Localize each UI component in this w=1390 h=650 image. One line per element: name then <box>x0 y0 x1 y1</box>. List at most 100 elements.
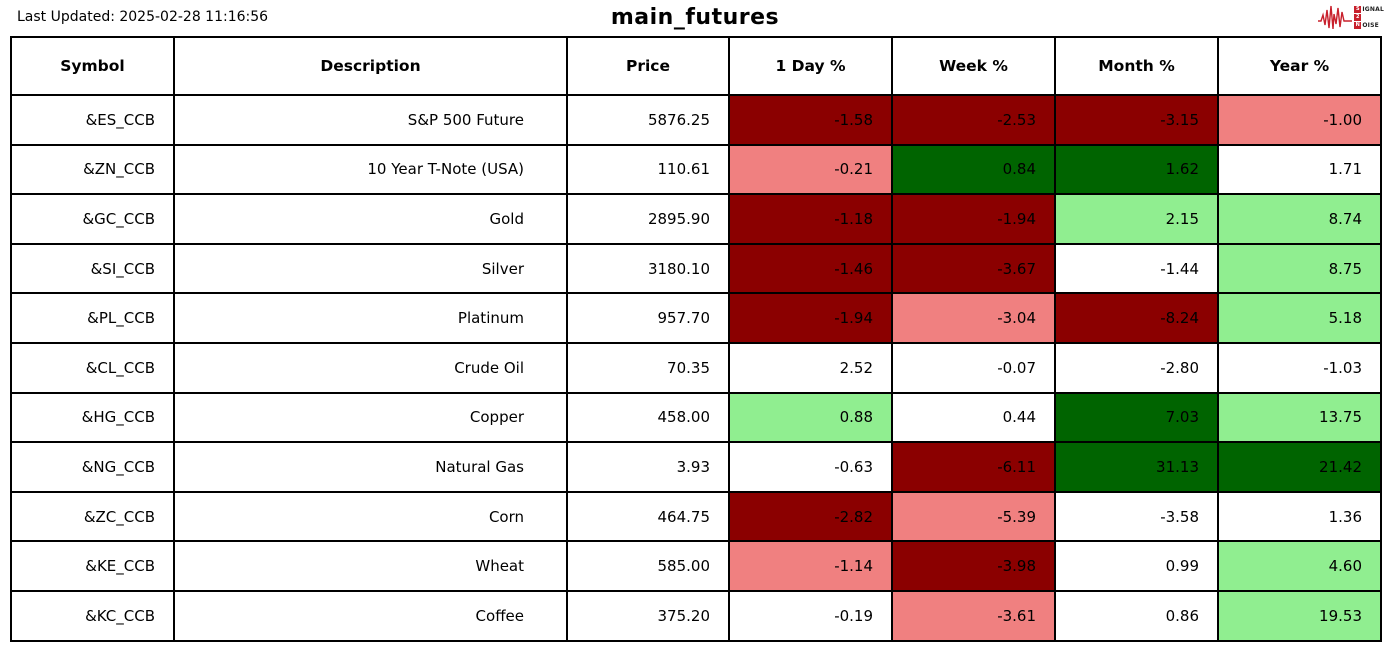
column-header-1-day: 1 Day % <box>728 36 893 96</box>
description-cell: Corn <box>173 490 568 543</box>
day-pct-cell: 2.52 <box>728 341 893 394</box>
day-pct-cell: -1.46 <box>728 242 893 295</box>
day-pct-cell: 0.88 <box>728 391 893 444</box>
week-pct-cell: -3.67 <box>891 242 1056 295</box>
column-header-month: Month % <box>1054 36 1219 96</box>
symbol-cell: &ES_CCB <box>10 94 175 146</box>
year-pct-cell: 19.53 <box>1217 589 1382 642</box>
column-header-symbol: Symbol <box>10 36 175 96</box>
column-header-description: Description <box>173 36 568 96</box>
table-body: &ES_CCB S&P 500 Future 5876.25 -1.58 -2.53 -3… <box>10 94 1382 642</box>
month-pct-cell: 0.99 <box>1054 540 1219 592</box>
year-pct-cell: 8.74 <box>1217 193 1382 245</box>
year-pct-cell: 1.36 <box>1217 490 1382 543</box>
column-header-week: Week % <box>891 36 1056 96</box>
year-pct-cell: -1.00 <box>1217 94 1382 146</box>
logo-line: S IGNAL <box>1354 5 1384 13</box>
week-pct-cell: 0.44 <box>891 391 1056 444</box>
month-pct-cell: 2.15 <box>1054 193 1219 245</box>
price-cell: 5876.25 <box>566 94 730 146</box>
symbol-cell: &KC_CCB <box>10 589 175 642</box>
description-cell: Copper <box>173 391 568 444</box>
week-pct-cell: -5.39 <box>891 490 1056 543</box>
day-pct-cell: -0.19 <box>728 589 893 642</box>
table-row: &CL_CCB Crude Oil 70.35 2.52 -0.07 -2.80 -1.03 <box>10 341 1382 394</box>
price-cell: 2895.90 <box>566 193 730 245</box>
week-pct-cell: -1.94 <box>891 193 1056 245</box>
column-header-year: Year % <box>1217 36 1382 96</box>
month-pct-cell: -3.58 <box>1054 490 1219 543</box>
table-row: &ES_CCB S&P 500 Future 5876.25 -1.58 -2.53 -3… <box>10 94 1382 146</box>
week-pct-cell: 0.84 <box>891 143 1056 196</box>
description-cell: 10 Year T-Note (USA) <box>173 143 568 196</box>
symbol-cell: &SI_CCB <box>10 242 175 295</box>
price-cell: 3.93 <box>566 441 730 493</box>
year-pct-cell: 13.75 <box>1217 391 1382 444</box>
price-cell: 70.35 <box>566 341 730 394</box>
day-pct-cell: -1.94 <box>728 292 893 344</box>
year-pct-cell: -1.03 <box>1217 341 1382 394</box>
table-row: &SI_CCB Silver 3180.10 -1.46 -3.67 -1.44 8.75 <box>10 242 1382 295</box>
month-pct-cell: 7.03 <box>1054 391 1219 444</box>
page-title: main_futures <box>610 5 780 30</box>
day-pct-cell: -0.21 <box>728 143 893 196</box>
symbol-cell: &ZC_CCB <box>10 490 175 543</box>
table-row: &KC_CCB Coffee 375.20 -0.19 -3.61 0.86 19.53 <box>10 589 1382 642</box>
week-pct-cell: -0.07 <box>891 341 1056 394</box>
futures-table: Symbol Description Price 1 Day % Week % Month… <box>10 36 1382 642</box>
description-cell: Coffee <box>173 589 568 642</box>
logo-text: S IGNAL 2 N OISE <box>1354 5 1384 29</box>
price-cell: 464.75 <box>566 490 730 543</box>
day-pct-cell: -2.82 <box>728 490 893 543</box>
day-pct-cell: -1.18 <box>728 193 893 245</box>
column-header-price: Price <box>566 36 730 96</box>
week-pct-cell: -3.61 <box>891 589 1056 642</box>
price-cell: 3180.10 <box>566 242 730 295</box>
day-pct-cell: -1.58 <box>728 94 893 146</box>
price-cell: 375.20 <box>566 589 730 642</box>
price-cell: 957.70 <box>566 292 730 344</box>
waveform-icon <box>1317 2 1353 32</box>
symbol-cell: &PL_CCB <box>10 292 175 344</box>
year-pct-cell: 8.75 <box>1217 242 1382 295</box>
signal-2-noise-logo: S IGNAL 2 N OISE <box>1317 2 1384 32</box>
topbar: Last Updated: 2025-02-28 11:16:56 main_f… <box>0 0 1390 36</box>
last-updated-label: Last Updated: 2025-02-28 11:16:56 <box>17 9 269 25</box>
symbol-cell: &CL_CCB <box>10 341 175 394</box>
year-pct-cell: 5.18 <box>1217 292 1382 344</box>
description-cell: Wheat <box>173 540 568 592</box>
symbol-cell: &NG_CCB <box>10 441 175 493</box>
logo-badge-letter: N <box>1354 21 1362 29</box>
description-cell: Silver <box>173 242 568 295</box>
symbol-cell: &KE_CCB <box>10 540 175 592</box>
description-cell: Platinum <box>173 292 568 344</box>
table-row: &PL_CCB Platinum 957.70 -1.94 -3.04 -8.24 5.18 <box>10 292 1382 344</box>
year-pct-cell: 4.60 <box>1217 540 1382 592</box>
description-cell: Gold <box>173 193 568 245</box>
price-cell: 458.00 <box>566 391 730 444</box>
symbol-cell: &GC_CCB <box>10 193 175 245</box>
symbol-cell: &HG_CCB <box>10 391 175 444</box>
table-row: &HG_CCB Copper 458.00 0.88 0.44 7.03 13.75 <box>10 391 1382 444</box>
month-pct-cell: -8.24 <box>1054 292 1219 344</box>
table-row: &ZN_CCB 10 Year T-Note (USA) 110.61 -0.21 0.… <box>10 143 1382 196</box>
logo-badge-letter: 2 <box>1354 13 1362 21</box>
table-row: &ZC_CCB Corn 464.75 -2.82 -5.39 -3.58 1.36 <box>10 490 1382 543</box>
day-pct-cell: -1.14 <box>728 540 893 592</box>
table-header-row: Symbol Description Price 1 Day % Week % Month… <box>10 36 1382 96</box>
week-pct-cell: -6.11 <box>891 441 1056 493</box>
logo-line: N OISE <box>1354 21 1379 29</box>
logo-line: 2 <box>1354 13 1384 21</box>
table-row: &KE_CCB Wheat 585.00 -1.14 -3.98 0.99 4.60 <box>10 540 1382 592</box>
price-cell: 110.61 <box>566 143 730 196</box>
day-pct-cell: -0.63 <box>728 441 893 493</box>
table-row: &GC_CCB Gold 2895.90 -1.18 -1.94 2.15 8.74 <box>10 193 1382 245</box>
description-cell: S&P 500 Future <box>173 94 568 146</box>
symbol-cell: &ZN_CCB <box>10 143 175 196</box>
year-pct-cell: 1.71 <box>1217 143 1382 196</box>
month-pct-cell: 1.62 <box>1054 143 1219 196</box>
month-pct-cell: 31.13 <box>1054 441 1219 493</box>
week-pct-cell: -2.53 <box>891 94 1056 146</box>
table-row: &NG_CCB Natural Gas 3.93 -0.63 -6.11 31.13 21.… <box>10 441 1382 493</box>
month-pct-cell: -3.15 <box>1054 94 1219 146</box>
